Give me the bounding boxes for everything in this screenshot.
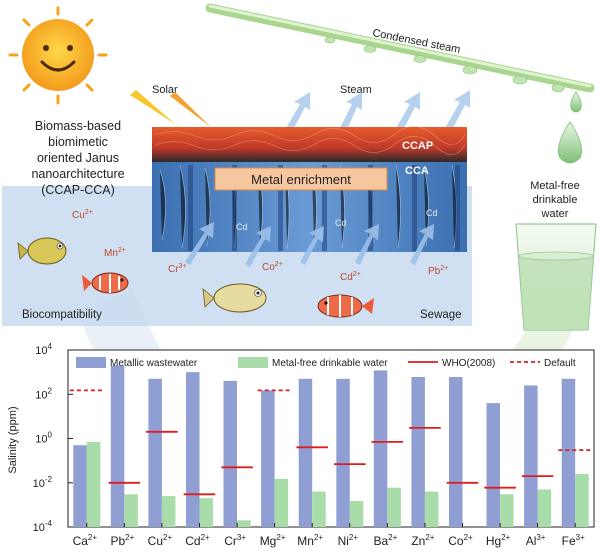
ion-mn: Mn2+	[104, 247, 126, 259]
striped-fish-icon	[317, 294, 374, 318]
material-description: Biomass-based biomimetic oriented Janus …	[31, 119, 124, 197]
x-tick-label: Pb2+	[110, 533, 134, 548]
x-tick-label: Mg2+	[260, 533, 286, 548]
bar-drinkable	[237, 520, 251, 527]
bar-drinkable	[349, 501, 364, 527]
x-tick-label: Hg2+	[486, 533, 511, 548]
cca-label: CCA	[405, 165, 429, 177]
x-tick-label: Zn2+	[411, 533, 434, 548]
legend-label-default: Default	[544, 358, 576, 369]
bar-wastewater	[411, 377, 425, 527]
ion-pb: Pb2+	[428, 265, 448, 277]
ccap-label: CCAP	[402, 140, 433, 152]
material-line: nanoarchitecture	[31, 167, 124, 181]
x-tick-label: Fe3+	[562, 533, 585, 548]
inner-ion-label: Cd	[426, 208, 438, 218]
sun-icon	[8, 6, 108, 105]
ccap-layer	[152, 127, 467, 162]
bar-drinkable	[575, 473, 589, 527]
salinity-chart: Ca2+ Pb2+ Cu2+ Cd2+ Cr3+ Mg2+ Mn2+ Ni2+ Ba2+ Zn2+…	[7, 342, 595, 548]
solar-label: Solar	[152, 84, 178, 96]
bar-wastewater	[223, 380, 237, 527]
bar-wastewater	[336, 378, 350, 527]
y-tick-label: 104	[35, 342, 52, 357]
bar-drinkable	[312, 491, 326, 527]
y-axis-label: Salinity (ppm)	[7, 406, 19, 473]
x-tick-label: Al3+	[526, 533, 546, 548]
legend-label-wastewater: Metallic wastewater	[110, 358, 198, 369]
bar-drinkable	[86, 441, 101, 527]
water-label-line: water	[541, 208, 569, 220]
bar-drinkable	[124, 494, 138, 527]
bar-wastewater	[261, 390, 275, 527]
bar-wastewater	[486, 403, 500, 527]
ion-cd: Cd2+	[340, 271, 361, 283]
pufferfish-icon	[17, 237, 67, 265]
y-tick-label: 10-4	[33, 519, 53, 534]
bar-wastewater	[73, 445, 87, 527]
water-glass-icon	[515, 223, 597, 331]
biocompatibility-label: Biocompatibility	[22, 309, 102, 321]
striped-fish-icon	[82, 272, 129, 294]
x-tick-label: Cd2+	[185, 533, 210, 548]
bar-wastewater	[186, 372, 200, 527]
bar-wastewater	[148, 378, 162, 527]
y-tick-label: 10-2	[33, 475, 53, 490]
ion-co: Co2+	[262, 261, 283, 273]
chart-legend: Metallic wastewater Metal-free drinkable…	[76, 357, 576, 369]
x-tick-label: Cr3+	[224, 533, 246, 548]
material-line: oriented Janus	[37, 151, 119, 165]
x-tick-label: Ni2+	[338, 533, 359, 548]
inner-ion-label: Cd	[335, 218, 347, 228]
inner-ion-label: Cd	[236, 222, 248, 232]
sewage-label: Sewage	[420, 309, 462, 321]
metal-enrichment-label: Metal enrichment	[251, 172, 351, 187]
y-tick-label: 102	[35, 386, 52, 401]
ion-cr: Cr3+	[168, 263, 187, 275]
pufferfish-icon	[202, 283, 267, 313]
condensation-tube	[205, 3, 595, 93]
material-line: biomimetic	[48, 135, 108, 149]
x-tick-label: Cu2+	[148, 533, 173, 548]
x-tick-label: Ba2+	[373, 533, 397, 548]
ccap-texture	[154, 126, 466, 155]
water-label-line: drinkable	[533, 194, 578, 206]
water-label-line: Metal-free	[530, 180, 580, 192]
plot-area	[67, 349, 595, 528]
y-tick-label: 100	[35, 431, 52, 446]
x-tick-label: Ca2+	[73, 533, 98, 548]
x-tick-label: Mn2+	[297, 533, 323, 548]
bar-drinkable	[537, 489, 552, 527]
ion-cu: Cu2+	[72, 209, 93, 221]
bar-wastewater	[298, 378, 313, 527]
water-drop-large-icon	[557, 121, 583, 164]
bar-wastewater	[561, 378, 576, 527]
bar-drinkable	[424, 491, 439, 527]
steam-label: Steam	[340, 84, 372, 96]
legend-label-who: WHO(2008)	[442, 358, 495, 369]
bar-drinkable	[199, 498, 213, 527]
bar-drinkable	[387, 487, 401, 527]
bar-drinkable	[161, 496, 176, 527]
legend-label-drinkable: Metal-free drinkable water	[272, 358, 388, 369]
x-tick-label: Co2+	[448, 533, 473, 548]
metal-enrichment-box	[214, 167, 388, 191]
water-drop-small-icon	[570, 91, 582, 113]
material-line: Biomass-based	[35, 119, 121, 133]
cca-channels	[188, 165, 460, 251]
steam-arrows-icon	[285, 90, 470, 132]
legend-swatch-wastewater	[76, 357, 106, 368]
bar-drinkable	[500, 494, 514, 527]
material-line: (CCAP-CCA)	[41, 183, 115, 197]
legend-swatch-drinkable	[238, 357, 268, 368]
ion-uptake-arrows-icon	[185, 222, 434, 267]
bar-wastewater	[524, 385, 538, 527]
bar-wastewater	[110, 365, 125, 527]
bar-drinkable	[274, 478, 289, 527]
bar-wastewater	[373, 370, 388, 527]
bar-wastewater	[449, 377, 463, 527]
